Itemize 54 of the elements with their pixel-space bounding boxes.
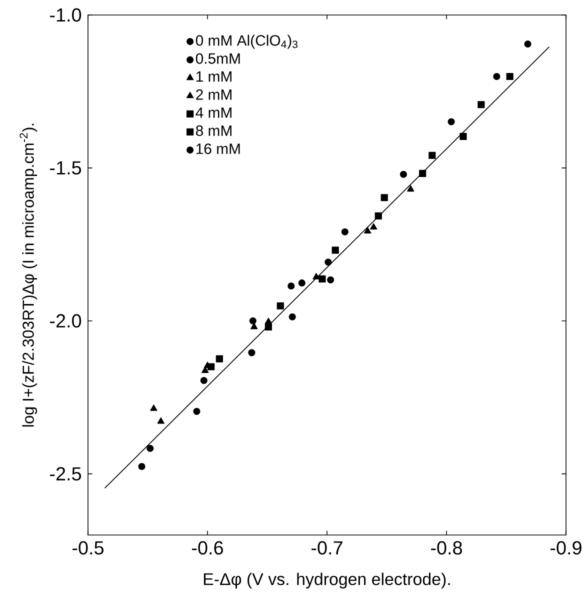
point <box>150 404 158 411</box>
legend-label: 0 mM Al(ClO$_{4}$)$_{3}$ <box>196 34 298 49</box>
point <box>380 194 388 202</box>
point <box>419 170 426 177</box>
point <box>288 282 295 290</box>
point <box>493 72 500 80</box>
legend-label: 2 mM <box>196 89 232 100</box>
x-tick-label: -0.7 <box>312 541 342 555</box>
point <box>327 276 334 284</box>
point <box>298 279 306 286</box>
x-tick-label: -0.5 <box>72 541 104 555</box>
point <box>264 323 272 331</box>
point <box>193 408 200 415</box>
x-tick-label: -0.9 <box>550 541 582 555</box>
y-tick-label: -1.0 <box>50 8 82 22</box>
point <box>460 132 467 140</box>
point <box>407 185 414 192</box>
point <box>370 223 378 230</box>
legend-label: 16 mM <box>196 143 240 154</box>
legend-label: 4 mM <box>196 107 232 118</box>
x-tick-label: -0.8 <box>431 541 462 555</box>
point <box>332 246 339 254</box>
y-tick-label: -1.5 <box>50 161 82 175</box>
point <box>208 363 215 370</box>
y-tick-label: -2.0 <box>50 314 82 328</box>
point <box>506 72 514 80</box>
point <box>318 275 326 283</box>
point <box>146 444 154 452</box>
y-tick-label: -2.5 <box>50 467 82 481</box>
point <box>249 317 256 324</box>
point <box>216 355 223 362</box>
point <box>288 313 296 320</box>
point <box>324 258 332 266</box>
point <box>400 170 408 178</box>
point <box>250 322 258 330</box>
point <box>248 349 256 356</box>
point <box>341 228 348 236</box>
point <box>478 101 485 108</box>
point <box>448 118 455 126</box>
legend-label: 0.5mM <box>196 53 240 64</box>
point <box>364 227 372 234</box>
point <box>428 152 436 159</box>
point <box>312 273 320 280</box>
point <box>374 212 382 220</box>
point <box>276 302 284 310</box>
point <box>524 40 532 48</box>
point <box>200 376 208 384</box>
x-axis-title: E-Δφ (V vs. hydrogen electrode). <box>204 572 450 589</box>
point <box>157 417 165 424</box>
legend-label: 1 mM <box>196 71 232 82</box>
y-axis-title: log I+(zF/2.303RT)Δφ (I in microamp.cm$^{-2}$). <box>20 124 38 427</box>
point <box>138 462 146 470</box>
x-tick-label: -0.6 <box>192 541 223 555</box>
legend-label: 8 mM <box>196 125 232 136</box>
